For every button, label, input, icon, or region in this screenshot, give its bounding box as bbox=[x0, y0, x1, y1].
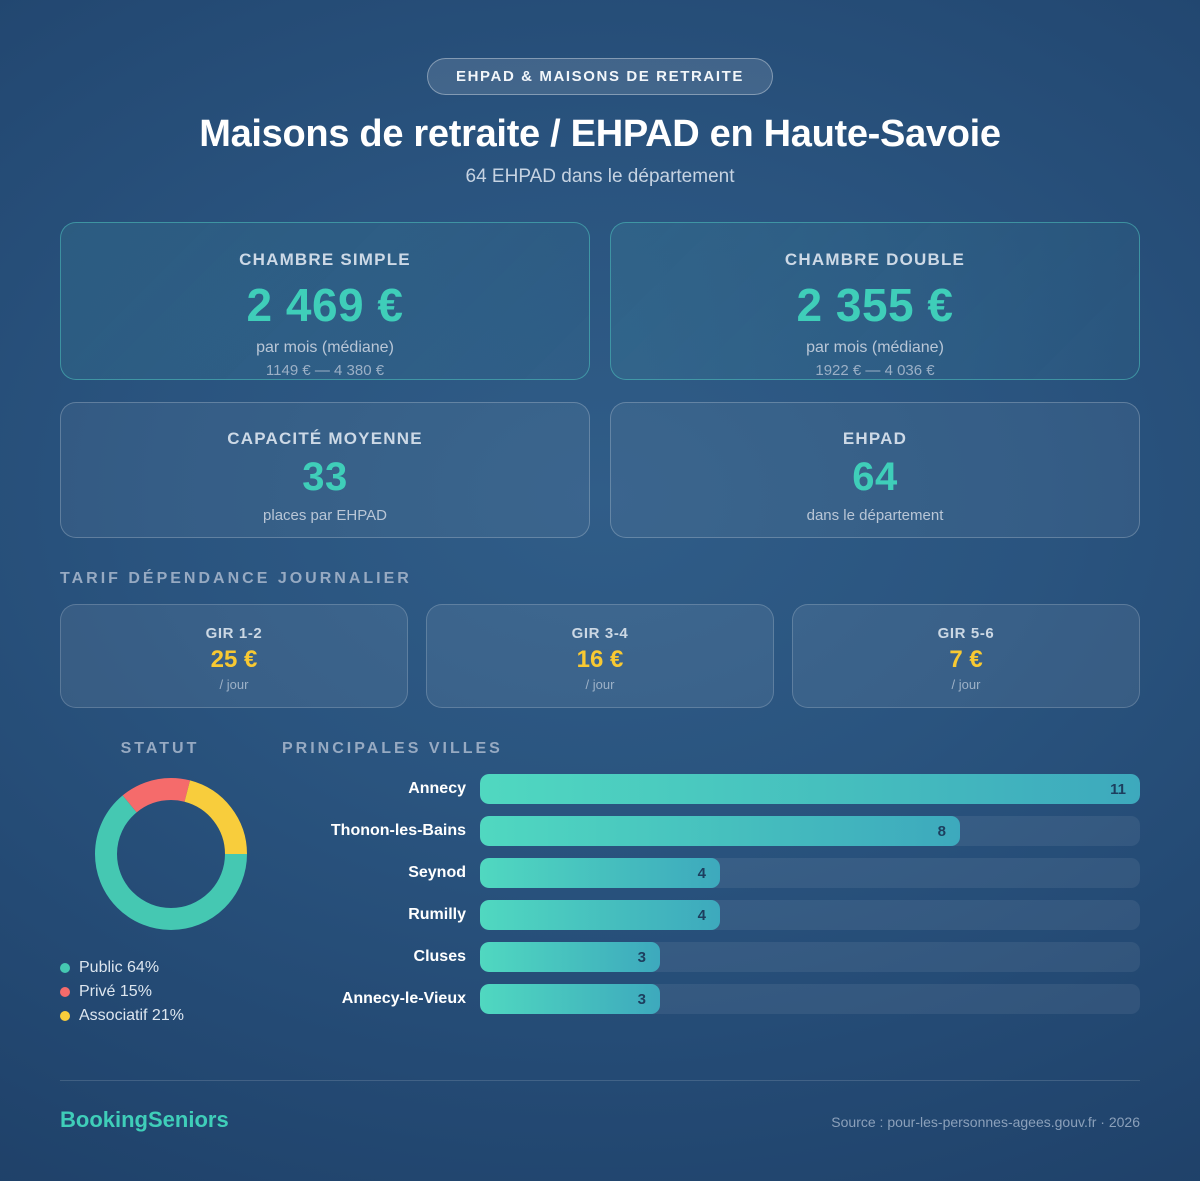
card-gir-1-2: GIR 1-2 25 € / jour bbox=[60, 604, 408, 708]
card-price-value: 2 469 € bbox=[246, 279, 404, 331]
card-title: EHPAD bbox=[842, 429, 908, 448]
villes-bar-chart: Annecy 11 Thonon-les-Bains 8 Seynod 4 bbox=[282, 774, 1140, 1014]
bar-track: 8 bbox=[480, 816, 1140, 846]
card-price-value: 2 355 € bbox=[796, 279, 954, 331]
gir-section-heading: TARIF DÉPENDANCE JOURNALIER bbox=[60, 570, 412, 587]
card-title: CAPACITÉ MOYENNE bbox=[227, 429, 423, 448]
bar-fill: 3 bbox=[480, 984, 660, 1014]
stat-cards-row: CAPACITÉ MOYENNE 33 places par EHPAD EHP… bbox=[60, 402, 1140, 538]
card-stat-value: 64 bbox=[852, 455, 898, 499]
card-gir-3-4: GIR 3-4 16 € / jour bbox=[426, 604, 774, 708]
statut-heading: STATUT bbox=[120, 740, 200, 757]
donut-svg bbox=[95, 778, 247, 930]
bar-value: 3 bbox=[637, 990, 646, 1008]
statut-column: STATUT Public 64% Privé 15% Associatif 2… bbox=[60, 740, 282, 1026]
bar-row-seynod: Seynod 4 bbox=[282, 858, 1140, 888]
card-chambre-simple: CHAMBRE SIMPLE 2 469 € par mois (médiane… bbox=[60, 222, 590, 380]
gir-label: GIR 5-6 bbox=[937, 625, 995, 642]
price-cards-row: CHAMBRE SIMPLE 2 469 € par mois (médiane… bbox=[60, 222, 1140, 380]
legend-label: Public 64% bbox=[79, 959, 160, 976]
gir-unit: / jour bbox=[951, 677, 981, 692]
card-chambre-double: CHAMBRE DOUBLE 2 355 € par mois (médiane… bbox=[610, 222, 1140, 380]
gir-unit: / jour bbox=[585, 677, 615, 692]
gir-value: 7 € bbox=[949, 646, 983, 673]
card-capacite-moyenne: CAPACITÉ MOYENNE 33 places par EHPAD bbox=[60, 402, 590, 538]
gir-label: GIR 3-4 bbox=[571, 625, 629, 642]
source-credit: Source : pour-les-personnes-agees.gouv.f… bbox=[831, 1114, 1140, 1130]
bar-track: 11 bbox=[480, 774, 1140, 804]
bar-value: 4 bbox=[697, 906, 706, 924]
card-gir-5-6: GIR 5-6 7 € / jour bbox=[792, 604, 1140, 708]
bar-value: 3 bbox=[637, 948, 646, 966]
public-dot-icon bbox=[60, 963, 70, 973]
statut-donut-chart bbox=[91, 774, 251, 939]
bar-row-thonon-les-bains: Thonon-les-Bains 8 bbox=[282, 816, 1140, 846]
gir-label: GIR 1-2 bbox=[205, 625, 263, 642]
legend-label: Associatif 21% bbox=[79, 1007, 184, 1024]
bar-fill: 3 bbox=[480, 942, 660, 972]
bar-track: 4 bbox=[480, 900, 1140, 930]
bar-track: 3 bbox=[480, 984, 1140, 1014]
footer-row: BookingSeniors Source : pour-les-personn… bbox=[60, 1107, 1140, 1133]
bar-track: 4 bbox=[480, 858, 1140, 888]
bar-label: Rumilly bbox=[408, 906, 466, 923]
bar-value: 11 bbox=[1110, 780, 1126, 798]
legend-item-prive: Privé 15% bbox=[60, 983, 282, 1001]
statut-legend: Public 64% Privé 15% Associatif 21% bbox=[60, 959, 282, 1025]
card-subtext: par mois (médiane) bbox=[256, 339, 394, 356]
associatif-dot-icon bbox=[60, 1011, 70, 1021]
bar-row-cluses: Cluses 3 bbox=[282, 942, 1140, 972]
card-price-range: 1922 € — 4 036 € bbox=[815, 362, 935, 379]
bar-row-annecy-le-vieux: Annecy-le-Vieux 3 bbox=[282, 984, 1140, 1014]
bar-fill: 11 bbox=[480, 774, 1140, 804]
bar-label: Cluses bbox=[413, 948, 466, 965]
card-stat-value: 33 bbox=[302, 455, 348, 499]
bar-label: Seynod bbox=[408, 864, 466, 881]
footer-divider bbox=[60, 1080, 1140, 1081]
card-subtext: dans le département bbox=[806, 507, 944, 524]
card-subtext: places par EHPAD bbox=[263, 507, 387, 524]
gir-value: 25 € bbox=[210, 646, 258, 673]
bar-value: 8 bbox=[937, 822, 946, 840]
page-subtitle: 64 EHPAD dans le département bbox=[465, 166, 735, 187]
bar-label: Thonon-les-Bains bbox=[330, 822, 466, 839]
card-title: CHAMBRE DOUBLE bbox=[784, 250, 966, 269]
gir-value: 16 € bbox=[576, 646, 624, 673]
bar-row-rumilly: Rumilly 4 bbox=[282, 900, 1140, 930]
gir-unit: / jour bbox=[219, 677, 249, 692]
villes-heading: PRINCIPALES VILLES bbox=[282, 740, 503, 757]
brand-logo: BookingSeniors bbox=[60, 1107, 229, 1132]
card-price-range: 1149 € — 4 380 € bbox=[265, 362, 385, 379]
bar-fill: 8 bbox=[480, 816, 960, 846]
bar-label: Annecy-le-Vieux bbox=[341, 990, 466, 1007]
legend-item-public: Public 64% bbox=[60, 959, 282, 977]
donut-segment-associatif bbox=[95, 778, 247, 930]
page-title: Maisons de retraite / EHPAD en Haute-Sav… bbox=[199, 113, 1001, 155]
card-title: CHAMBRE SIMPLE bbox=[239, 250, 411, 269]
category-badge: EHPAD & MAISONS DE RETRAITE bbox=[427, 58, 773, 95]
bar-value: 4 bbox=[697, 864, 706, 882]
charts-section: STATUT Public 64% Privé 15% Associatif 2… bbox=[60, 740, 1140, 1026]
legend-label: Privé 15% bbox=[79, 983, 152, 1000]
prive-dot-icon bbox=[60, 987, 70, 997]
bar-label: Annecy bbox=[408, 780, 466, 797]
donut-segment-privé bbox=[95, 778, 247, 930]
card-subtext: par mois (médiane) bbox=[806, 339, 944, 356]
footer: BookingSeniors Source : pour-les-personn… bbox=[60, 1080, 1140, 1181]
bar-row-annecy: Annecy 11 bbox=[282, 774, 1140, 804]
card-ehpad-count: EHPAD 64 dans le département bbox=[610, 402, 1140, 538]
legend-item-associatif: Associatif 21% bbox=[60, 1007, 282, 1025]
bar-fill: 4 bbox=[480, 858, 720, 888]
gir-cards-row: GIR 1-2 25 € / jour GIR 3-4 16 € / jour … bbox=[60, 604, 1140, 708]
header: EHPAD & MAISONS DE RETRAITE Maisons de r… bbox=[60, 0, 1140, 188]
villes-column: PRINCIPALES VILLES Annecy 11 Thonon-les-… bbox=[282, 740, 1140, 1026]
bar-track: 3 bbox=[480, 942, 1140, 972]
bar-fill: 4 bbox=[480, 900, 720, 930]
